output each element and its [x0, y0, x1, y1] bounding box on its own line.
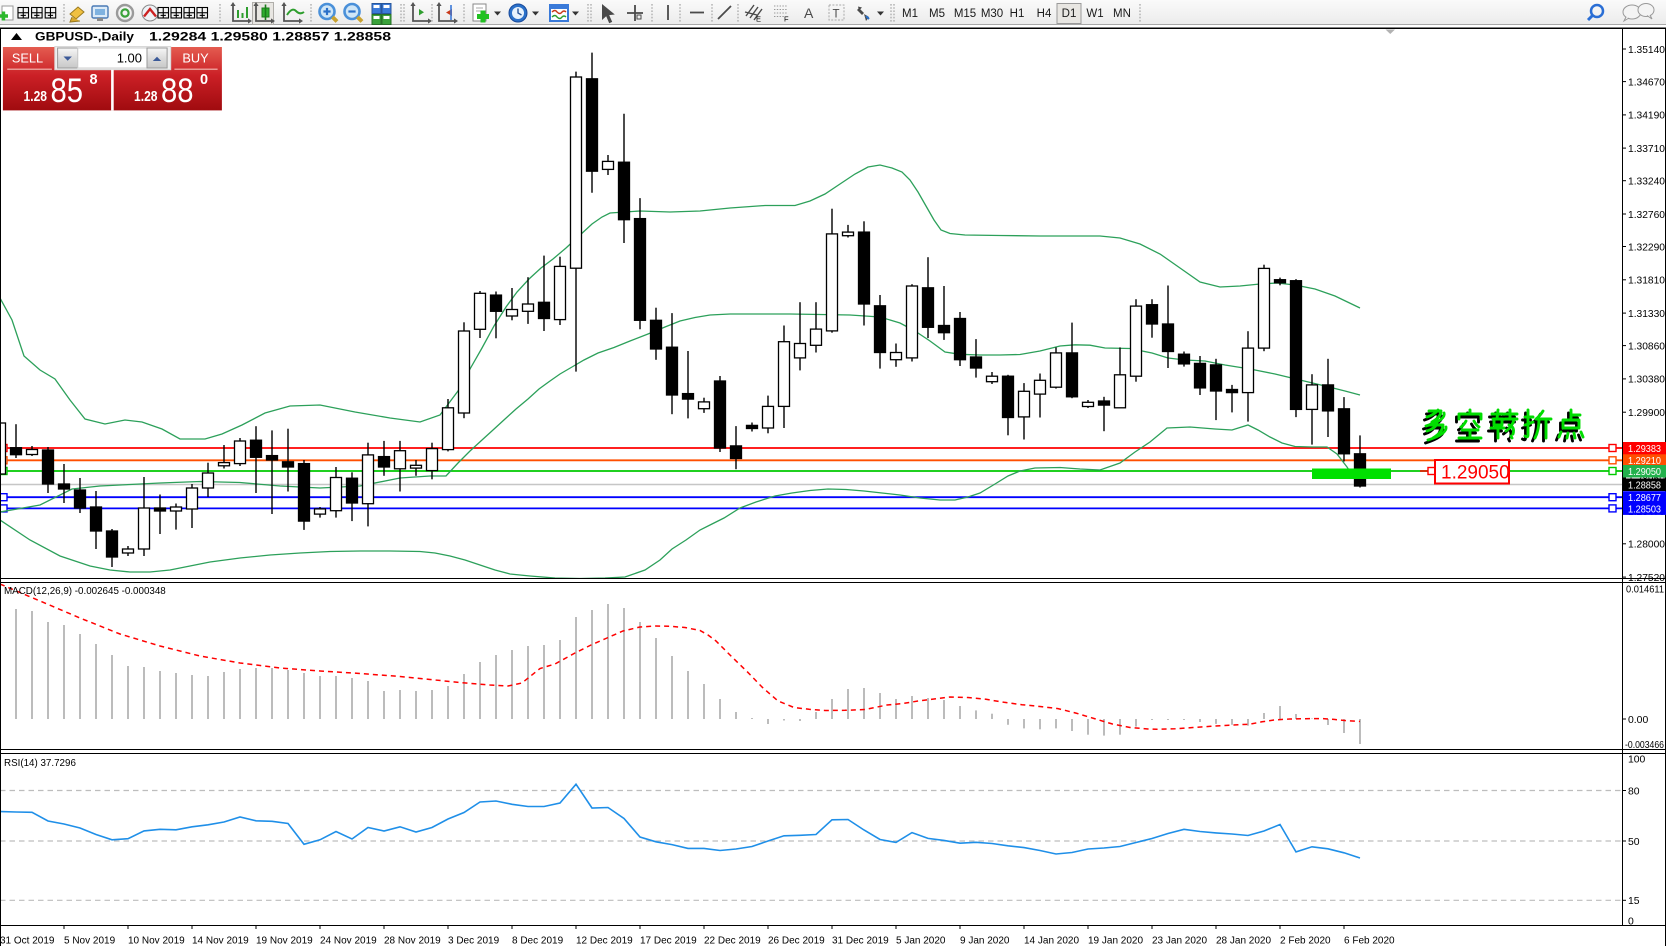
svg-text:M30: M30 [981, 8, 1003, 20]
svg-text:8: 8 [90, 72, 98, 88]
svg-text:MN: MN [1113, 8, 1131, 20]
svg-text:RSI(14) 37.7296: RSI(14) 37.7296 [4, 758, 76, 769]
svg-text:H1: H1 [1010, 8, 1025, 20]
svg-text:1.29050: 1.29050 [1441, 463, 1510, 484]
svg-text:H4: H4 [1037, 8, 1052, 20]
svg-text:1.29050: 1.29050 [1628, 467, 1661, 478]
svg-text:100: 100 [1628, 755, 1646, 766]
svg-text:M15: M15 [954, 8, 976, 20]
svg-text:1.33240: 1.33240 [1628, 177, 1665, 188]
svg-text:15: 15 [1628, 896, 1640, 907]
svg-text:1.34670: 1.34670 [1628, 77, 1665, 88]
svg-text:17 Dec 2019: 17 Dec 2019 [640, 936, 697, 946]
svg-text:31 Dec 2019: 31 Dec 2019 [832, 936, 889, 946]
svg-text:23 Jan 2020: 23 Jan 2020 [1152, 936, 1207, 946]
svg-text:M1: M1 [902, 8, 918, 20]
svg-text:0.00: 0.00 [1628, 715, 1648, 726]
svg-text:1.28: 1.28 [134, 89, 158, 105]
svg-text:2 Feb 2020: 2 Feb 2020 [1280, 936, 1331, 946]
svg-text:0.014611: 0.014611 [1626, 585, 1664, 596]
svg-text:1.30380: 1.30380 [1628, 375, 1665, 386]
svg-text:1.35140: 1.35140 [1628, 45, 1665, 56]
svg-text:1.27520: 1.27520 [1628, 573, 1665, 584]
svg-text:1.28000: 1.28000 [1628, 540, 1665, 551]
svg-text:W1: W1 [1086, 8, 1103, 20]
svg-text:50: 50 [1628, 837, 1640, 848]
svg-text:1.29210: 1.29210 [1628, 456, 1661, 467]
svg-text:1.31810: 1.31810 [1628, 276, 1665, 287]
svg-text:5 Jan 2020: 5 Jan 2020 [896, 936, 946, 946]
svg-text:SELL: SELL [12, 51, 43, 66]
svg-text:5 Nov 2019: 5 Nov 2019 [64, 936, 116, 946]
svg-text:1.29900: 1.29900 [1628, 408, 1665, 419]
svg-text:1.28503: 1.28503 [1628, 504, 1661, 515]
svg-text:1.32760: 1.32760 [1628, 210, 1665, 221]
svg-text:19 Jan 2020: 19 Jan 2020 [1088, 936, 1143, 946]
svg-text:M5: M5 [929, 8, 945, 20]
svg-text:28 Jan 2020: 28 Jan 2020 [1216, 936, 1271, 946]
svg-text:14 Jan 2020: 14 Jan 2020 [1024, 936, 1079, 946]
svg-text:1.33710: 1.33710 [1628, 144, 1665, 155]
svg-text:14 Nov 2019: 14 Nov 2019 [192, 936, 249, 946]
svg-text:0: 0 [200, 72, 208, 88]
svg-text:28 Nov 2019: 28 Nov 2019 [384, 936, 441, 946]
svg-text:1.30860: 1.30860 [1628, 341, 1665, 352]
svg-text:D1: D1 [1062, 8, 1077, 20]
svg-text:T: T [833, 9, 840, 21]
svg-text:GBPUSD-,Daily: GBPUSD-,Daily [35, 30, 135, 44]
svg-text:80: 80 [1628, 786, 1640, 797]
svg-text:19 Nov 2019: 19 Nov 2019 [256, 936, 313, 946]
svg-text:12 Dec 2019: 12 Dec 2019 [576, 936, 633, 946]
svg-text:1.00: 1.00 [117, 51, 142, 66]
svg-text:MACD(12,26,9) -0.002645 -0.000: MACD(12,26,9) -0.002645 -0.000348 [4, 586, 166, 597]
svg-text:10 Nov 2019: 10 Nov 2019 [128, 936, 185, 946]
svg-text:1.28858: 1.28858 [1628, 480, 1661, 491]
svg-text:6 Feb 2020: 6 Feb 2020 [1344, 936, 1395, 946]
svg-text:1.28677: 1.28677 [1628, 493, 1661, 504]
svg-text:31 Oct 2019: 31 Oct 2019 [0, 936, 55, 946]
svg-text:1.29383: 1.29383 [1628, 444, 1661, 455]
svg-text:1.29284 1.29580 1.28857 1.2885: 1.29284 1.29580 1.28857 1.28858 [149, 30, 392, 44]
svg-text:26 Dec 2019: 26 Dec 2019 [768, 936, 825, 946]
svg-text:E: E [756, 15, 761, 24]
svg-text:A: A [804, 5, 814, 21]
svg-text:-0.003466: -0.003466 [1625, 740, 1664, 751]
svg-text:22 Dec 2019: 22 Dec 2019 [704, 936, 761, 946]
svg-text:1.34190: 1.34190 [1628, 111, 1665, 122]
svg-text:24 Nov 2019: 24 Nov 2019 [320, 936, 377, 946]
svg-text:0: 0 [1628, 917, 1634, 928]
svg-text:3 Dec 2019: 3 Dec 2019 [448, 936, 500, 946]
svg-text:85: 85 [51, 72, 84, 110]
svg-text:BUY: BUY [182, 51, 209, 66]
svg-text:9 Jan 2020: 9 Jan 2020 [960, 936, 1010, 946]
svg-text:1.32290: 1.32290 [1628, 242, 1665, 253]
svg-text:1.28: 1.28 [24, 89, 48, 105]
svg-text:8 Dec 2019: 8 Dec 2019 [512, 936, 564, 946]
svg-text:1.31330: 1.31330 [1628, 309, 1665, 320]
svg-text:88: 88 [161, 72, 194, 110]
svg-text:F: F [784, 15, 789, 24]
